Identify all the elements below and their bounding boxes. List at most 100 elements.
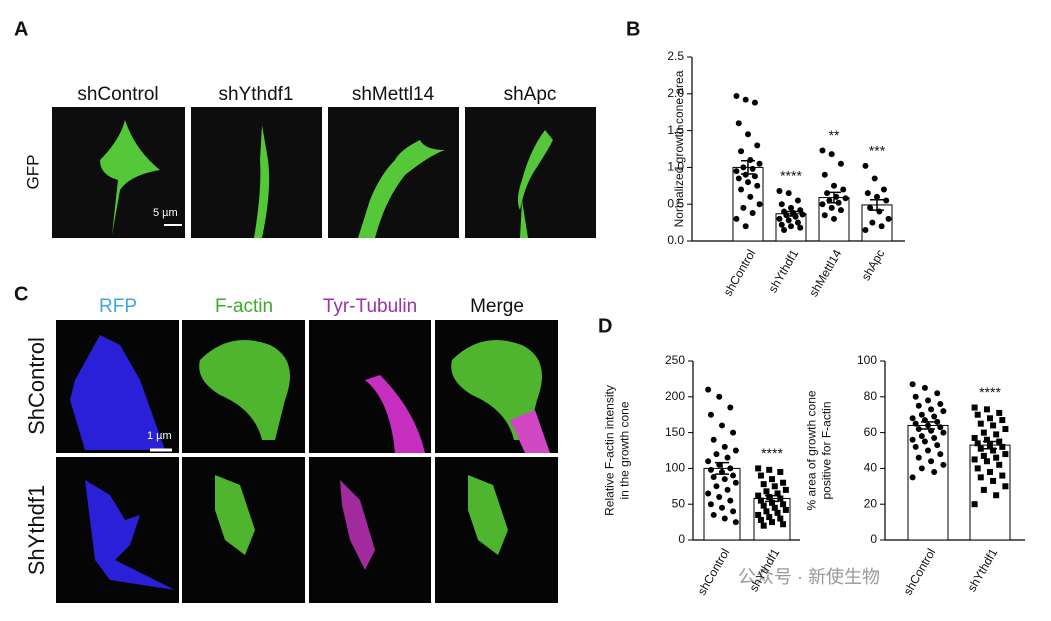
data-point xyxy=(983,406,990,413)
y-tick-label: 1.5 xyxy=(667,123,684,137)
data-point xyxy=(828,204,835,211)
column-label: RFP xyxy=(99,296,137,317)
data-point xyxy=(732,447,739,454)
data-point xyxy=(909,474,916,481)
data-point xyxy=(974,411,981,418)
y-tick-label: 2.0 xyxy=(667,86,684,100)
data-point xyxy=(751,99,758,106)
data-point xyxy=(874,193,880,200)
error-bar xyxy=(765,494,779,503)
y-tick-label: 0.0 xyxy=(667,233,684,247)
y-tick-label: 80 xyxy=(864,389,878,403)
panel-label: C xyxy=(14,283,28,305)
data-point xyxy=(710,511,717,518)
y-tick-label: 2.5 xyxy=(667,49,684,63)
bar xyxy=(907,424,949,541)
data-point xyxy=(996,438,1003,445)
scale-label: 1 µm xyxy=(147,430,172,442)
data-point xyxy=(721,515,728,522)
data-point xyxy=(705,386,712,393)
row-label: ShYthdf1 xyxy=(24,485,49,576)
data-point xyxy=(730,472,737,479)
data-point xyxy=(766,514,773,521)
data-point xyxy=(788,204,794,211)
error-bar xyxy=(983,440,997,450)
y-tick-label: 250 xyxy=(665,353,685,367)
y-tick-label: 0 xyxy=(870,532,877,546)
data-point xyxy=(977,445,984,452)
data-point xyxy=(755,511,762,518)
data-point xyxy=(724,454,731,461)
data-point xyxy=(754,182,761,189)
error-bar xyxy=(784,210,798,217)
data-point xyxy=(934,390,941,397)
x-tick-label: shYthdf1 xyxy=(766,247,802,295)
data-point xyxy=(918,465,925,472)
data-point xyxy=(713,451,720,458)
data-point xyxy=(862,162,869,169)
y-axis-label: in the growth cone xyxy=(618,401,632,499)
column-label: Tyr-Tubulin xyxy=(323,296,417,317)
data-point xyxy=(797,207,804,214)
cell xyxy=(254,125,270,238)
data-point xyxy=(755,465,762,472)
data-point xyxy=(733,168,740,175)
data-point xyxy=(983,436,990,443)
data-point xyxy=(745,179,751,186)
data-point xyxy=(931,434,938,441)
data-point xyxy=(977,420,984,427)
data-point xyxy=(940,429,947,436)
y-tick-label: 200 xyxy=(665,389,685,403)
data-point xyxy=(733,93,740,100)
data-point xyxy=(819,147,826,154)
cell xyxy=(215,475,255,555)
data-point xyxy=(757,497,764,504)
cell xyxy=(517,130,553,238)
data-point xyxy=(769,476,775,483)
data-point xyxy=(831,215,837,222)
data-point xyxy=(871,175,878,182)
data-point xyxy=(940,461,947,468)
data-point xyxy=(999,443,1006,450)
image xyxy=(309,457,431,603)
data-point xyxy=(990,477,997,484)
data-point xyxy=(766,466,773,473)
y-tick-label: 40 xyxy=(864,461,878,475)
data-point xyxy=(707,466,714,473)
y-axis-label: % area of growth cone xyxy=(805,390,819,510)
data-point xyxy=(993,454,1000,461)
data-point xyxy=(769,499,775,506)
data-point xyxy=(928,458,935,465)
data-point xyxy=(980,486,987,493)
cell xyxy=(468,475,508,555)
data-point xyxy=(971,404,978,411)
data-point xyxy=(777,468,784,475)
x-tick-label: shMettl14 xyxy=(806,247,844,299)
y-axis-label: Normalized growth cone area xyxy=(672,70,686,227)
data-point xyxy=(974,440,981,447)
data-point xyxy=(749,165,756,172)
data-point xyxy=(724,486,731,493)
data-point xyxy=(747,193,754,200)
error-bar xyxy=(715,461,729,475)
data-point xyxy=(780,521,787,528)
data-point xyxy=(912,420,919,427)
x-tick-label: shControl xyxy=(901,546,939,597)
data-point xyxy=(1002,483,1009,490)
data-point xyxy=(745,131,751,138)
data-point xyxy=(771,483,778,490)
data-point xyxy=(757,472,764,479)
data-point xyxy=(740,164,747,171)
data-point xyxy=(774,490,781,497)
data-point xyxy=(705,490,712,497)
data-point xyxy=(878,223,885,230)
data-point xyxy=(732,479,739,486)
data-point xyxy=(831,182,837,189)
data-point xyxy=(763,508,770,515)
data-point xyxy=(987,415,993,422)
column-label: Merge xyxy=(470,296,524,317)
data-point xyxy=(925,447,931,454)
data-point xyxy=(799,211,806,218)
data-point xyxy=(980,452,987,459)
